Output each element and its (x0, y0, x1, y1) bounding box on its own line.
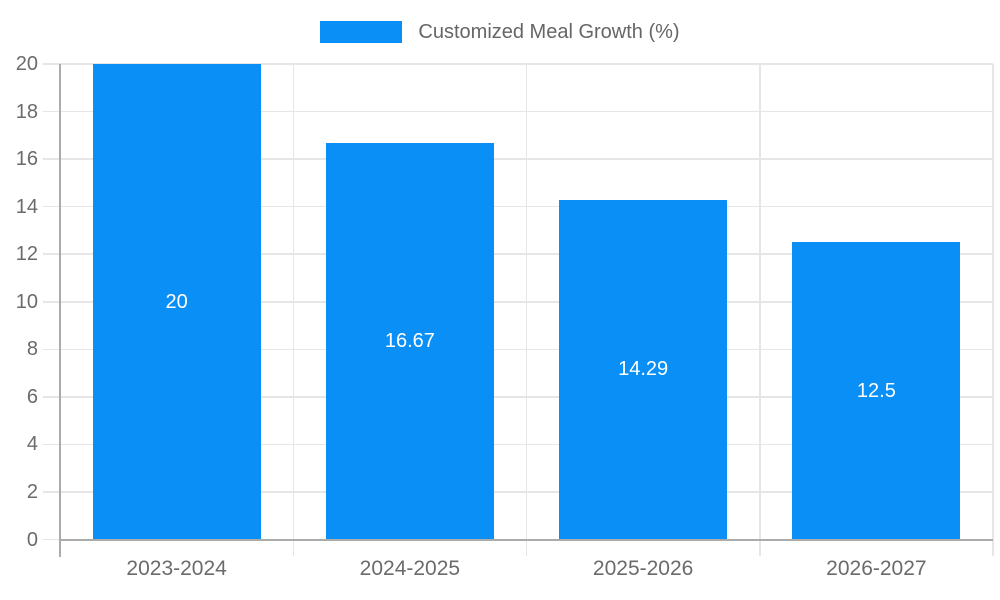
y-axis-line (58, 64, 61, 557)
y-tick-mark (43, 348, 60, 351)
y-tick-label: 16 (15, 148, 38, 171)
y-tick-label: 20 (15, 53, 38, 75)
legend-swatch (320, 21, 403, 43)
x-tick-label-2026-2027: 2026-2027 (826, 557, 927, 580)
y-tick-label: 4 (26, 433, 38, 456)
gridline-vertical (292, 64, 294, 540)
y-tick-mark (43, 491, 60, 493)
x-boundary-tick (992, 539, 994, 556)
y-tick-label: 8 (26, 338, 38, 361)
legend[interactable]: Customized Meal Growth (%) (0, 21, 1000, 43)
y-tick-mark (43, 253, 60, 255)
bar-2024-2025[interactable]: 16.67 (325, 143, 494, 539)
y-tick-label: 14 (15, 195, 38, 218)
gridline-vertical (525, 64, 528, 540)
x-tick-label-2024-2025: 2024-2025 (359, 557, 461, 580)
y-tick-mark (43, 301, 60, 303)
gridline-vertical (992, 64, 994, 540)
y-tick-mark (43, 205, 60, 208)
bar-value-label: 12.5 (856, 379, 896, 402)
bar-2025-2026[interactable]: 14.29 (559, 199, 728, 539)
y-tick-label: 0 (26, 528, 38, 551)
y-tick-mark (43, 158, 60, 160)
y-tick-label: 2 (26, 480, 38, 503)
y-tick-label: 18 (15, 100, 38, 123)
x-boundary-tick (525, 539, 528, 556)
x-axis-line (60, 538, 993, 541)
y-tick-mark (43, 110, 60, 113)
bar-2026-2027[interactable]: 12.5 (792, 242, 961, 539)
gridline-vertical (759, 64, 761, 540)
bar-2023-2024[interactable]: 20 (92, 64, 261, 539)
legend-label: Customized Meal Growth (%) (418, 21, 680, 43)
y-tick-mark (43, 396, 60, 398)
y-tick-label: 12 (15, 243, 38, 266)
x-boundary-tick (759, 539, 761, 556)
bar-value-label: 16.67 (384, 330, 435, 353)
y-tick-label: 10 (15, 290, 38, 313)
x-tick-label-2025-2026: 2025-2026 (592, 557, 694, 580)
y-tick-mark (43, 443, 60, 446)
y-tick-mark (43, 538, 60, 541)
x-boundary-tick (292, 539, 294, 556)
x-tick-label-2023-2024: 2023-2024 (126, 557, 227, 580)
y-tick-label: 6 (26, 385, 38, 408)
y-tick-mark (43, 63, 60, 65)
bar-value-label: 14.29 (618, 358, 669, 381)
bar-value-label: 20 (165, 290, 188, 313)
